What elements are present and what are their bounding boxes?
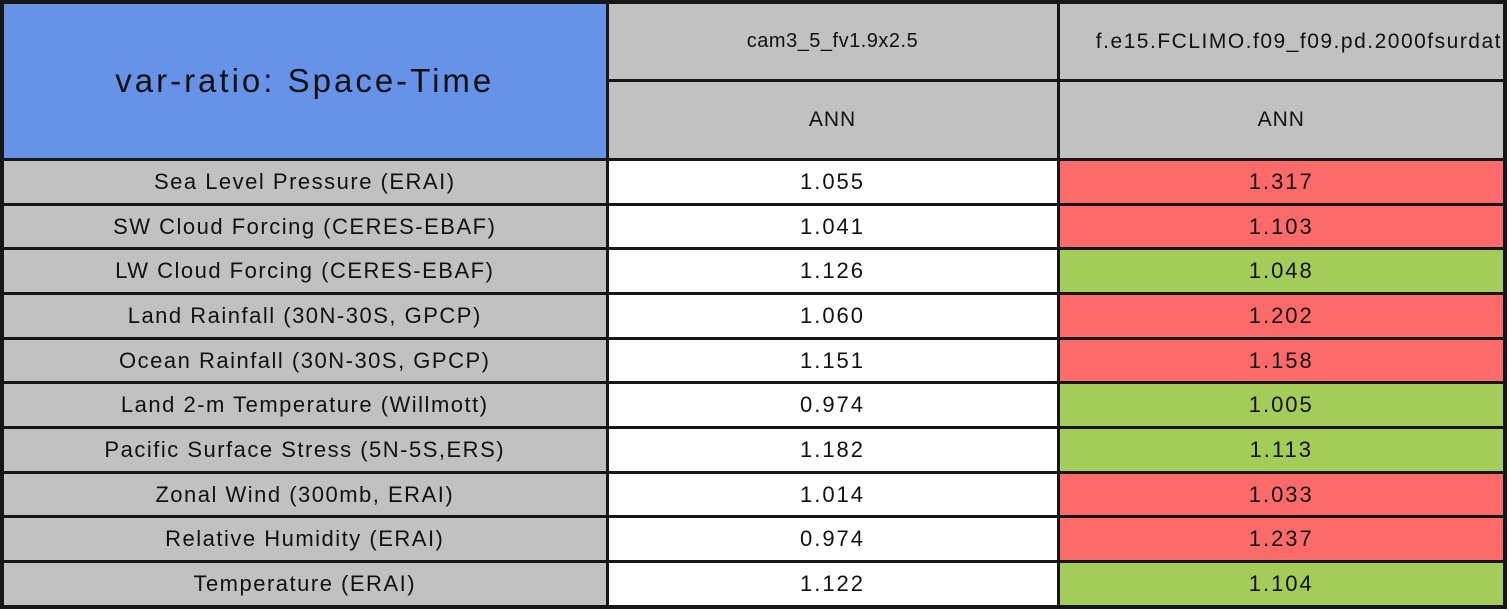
table-row: Relative Humidity (ERAI) 0.974 1.237 [0, 515, 1507, 564]
row-label: Pacific Surface Stress (5N-5S,ERS) [0, 426, 609, 474]
row-label: Land 2-m Temperature (Willmott) [0, 381, 609, 430]
value-cell-model2: 1.104 [1056, 560, 1507, 609]
value-cell-model2: 1.005 [1056, 381, 1507, 430]
table-row: LW Cloud Forcing (CERES-EBAF) 1.126 1.04… [0, 247, 1507, 296]
column-header-model-2-label: f.e15.FCLIMO.f09_f09.pd.2000fsurdat [1095, 29, 1502, 53]
value-cell-model2: 1.202 [1056, 292, 1507, 340]
value-cell-model1: 1.014 [605, 470, 1060, 519]
row-label: Zonal Wind (300mb, ERAI) [0, 470, 609, 519]
value-cell-model2: 1.237 [1056, 515, 1507, 564]
row-label: Sea Level Pressure (ERAI) [0, 158, 609, 206]
value-cell-model2: 1.317 [1056, 158, 1507, 206]
value-cell-model1: 1.126 [605, 247, 1060, 296]
value-cell-model1: 0.974 [605, 381, 1060, 430]
table-row: Ocean Rainfall (30N-30S, GPCP) 1.151 1.1… [0, 336, 1507, 385]
value-cell-model2: 1.033 [1056, 470, 1507, 519]
table-row: Temperature (ERAI) 1.122 1.104 [0, 560, 1507, 609]
value-cell-model1: 1.122 [605, 560, 1060, 609]
table-title: var-ratio: Space-Time [0, 0, 609, 161]
value-cell-model1: 0.974 [605, 515, 1060, 564]
value-cell-model1: 1.055 [605, 158, 1060, 206]
table-row: Pacific Surface Stress (5N-5S,ERS) 1.182… [0, 426, 1507, 474]
header-row-models: var-ratio: Space-Time cam3_5_fv1.9x2.5 f… [0, 0, 1507, 161]
value-cell-model2: 1.048 [1056, 247, 1507, 296]
table-row: Zonal Wind (300mb, ERAI) 1.014 1.033 [0, 470, 1507, 519]
value-cell-model2: 1.158 [1056, 336, 1507, 385]
row-label: Temperature (ERAI) [0, 560, 609, 609]
column-header-model-2: f.e15.FCLIMO.f09_f09.pd.2000fsurdat [1056, 0, 1507, 82]
table-row: SW Cloud Forcing (CERES-EBAF) 1.041 1.10… [0, 202, 1507, 251]
value-cell-model2: 1.113 [1056, 426, 1507, 474]
row-label: LW Cloud Forcing (CERES-EBAF) [0, 247, 609, 296]
value-cell-model1: 1.151 [605, 336, 1060, 385]
row-label: Ocean Rainfall (30N-30S, GPCP) [0, 336, 609, 385]
value-cell-model1: 1.182 [605, 426, 1060, 474]
header-row-seasons: ANN ANN [2, 79, 1507, 161]
table-row: Land Rainfall (30N-30S, GPCP) 1.060 1.20… [0, 292, 1507, 340]
value-cell-model1: 1.041 [605, 202, 1060, 251]
row-label: SW Cloud Forcing (CERES-EBAF) [0, 202, 609, 251]
column-header-model-1: cam3_5_fv1.9x2.5 [605, 0, 1060, 82]
row-label: Relative Humidity (ERAI) [0, 515, 609, 564]
season-header-model-2: ANN [1056, 79, 1507, 161]
table-row: Land 2-m Temperature (Willmott) 0.974 1.… [0, 381, 1507, 430]
season-header-model-1: ANN [605, 79, 1060, 161]
value-cell-model2: 1.103 [1056, 202, 1507, 251]
table-row: Sea Level Pressure (ERAI) 1.055 1.317 [0, 158, 1507, 206]
value-cell-model1: 1.060 [605, 292, 1060, 340]
row-label: Land Rainfall (30N-30S, GPCP) [0, 292, 609, 340]
